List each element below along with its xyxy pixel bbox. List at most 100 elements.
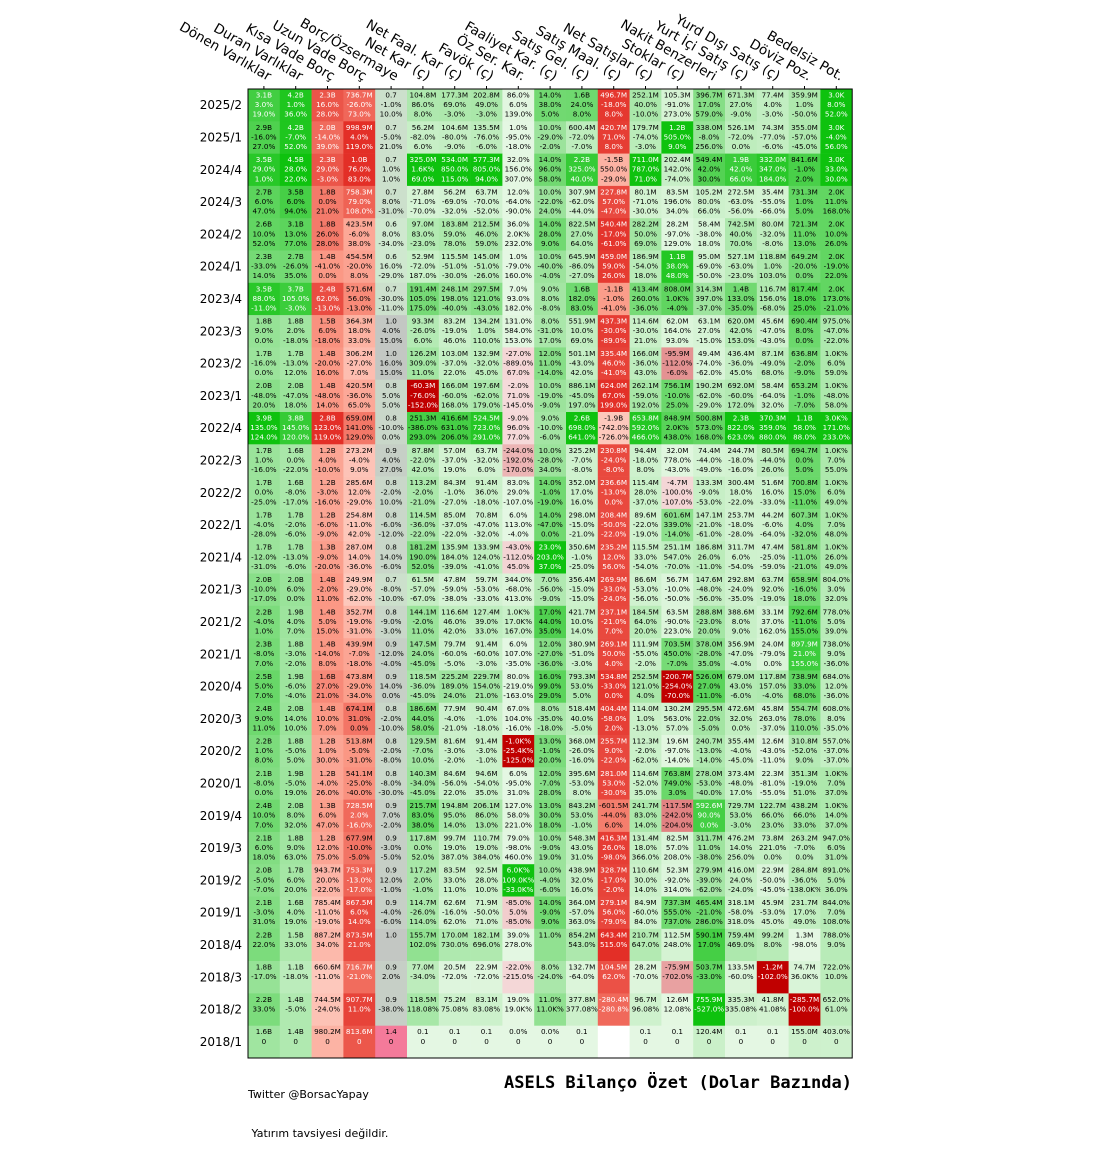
cell-value: -76.0% (410, 391, 436, 400)
cell-value: -2.0% (285, 520, 306, 529)
cell-value: 8.0% (605, 110, 623, 119)
cell-value: 2.9B (256, 123, 272, 132)
cell-value: -9.0% (540, 908, 561, 917)
cell-value: 17.0% (539, 336, 562, 345)
cell-value: 0.9 (385, 866, 397, 875)
heatmap-cell (407, 153, 440, 187)
cell-value: 24.0% (539, 207, 562, 216)
cell-value: 6.0% (255, 843, 273, 852)
cell-value: 173.0% (823, 294, 851, 303)
cell-value: 25.0% (793, 304, 816, 313)
cell-value: 133.3M (696, 478, 723, 487)
cell-value: 52.3M (666, 866, 688, 875)
cell-value: 3.0K (828, 155, 844, 164)
heatmap-cell (756, 444, 789, 477)
cell-value: 12.0% (602, 552, 625, 561)
cell-value: 0.0% (732, 142, 750, 151)
cell-value: 9.0% (541, 917, 559, 926)
cell-value: 110.7M (473, 833, 500, 842)
cell-value: 63.7M (762, 575, 784, 584)
cell-value: 1.4B (319, 640, 335, 649)
heatmap-cell (407, 250, 440, 284)
cell-value: -1.0% (603, 294, 624, 303)
heatmap-cell (788, 282, 821, 316)
cell-value: 0.8 (385, 704, 397, 713)
cell-value: 716.7M (346, 963, 373, 972)
cell-value: 9.0% (255, 326, 273, 335)
cell-value: 24.0% (729, 875, 752, 884)
cell-value: 10.0% (475, 885, 498, 894)
cell-value: 48.0% (666, 271, 689, 280)
cell-value: 57.0% (666, 843, 689, 852)
cell-value: 56.0% (348, 294, 371, 303)
cell-value: -61.0% (601, 239, 627, 248)
cell-value: 18.0% (634, 271, 657, 280)
row-label: 2021/3 (200, 583, 242, 597)
heatmap-cell (661, 185, 694, 219)
heatmap-cell (597, 476, 630, 510)
cell-value: -72.0% (728, 132, 754, 141)
cell-value: 77.9M (444, 704, 466, 713)
heatmap-cell (311, 347, 344, 380)
cell-value: 69.0% (634, 239, 657, 248)
cell-value: -22.0% (410, 530, 436, 539)
cell-value: 167.0% (505, 627, 533, 636)
cell-value: 6.0% (477, 465, 495, 474)
cell-value: -29.0% (696, 400, 722, 409)
cell-value: -44.0% (569, 207, 595, 216)
cell-value: 674.1M (346, 704, 373, 713)
cell-value: 437.3M (600, 317, 627, 326)
cell-value: -9.0% (540, 400, 561, 409)
cell-value: -11.0% (251, 304, 277, 313)
cell-value: 129.0% (664, 239, 692, 248)
cell-value: 58.4M (698, 220, 720, 229)
cell-value: -53.0% (696, 497, 722, 506)
cell-value: 14.0% (634, 820, 657, 829)
cell-value: -36.0% (792, 875, 818, 884)
cell-value: -45.0% (792, 142, 818, 151)
cell-value: 1.0% (287, 100, 305, 109)
cell-value: -527.0% (694, 1005, 724, 1014)
heatmap-cell (311, 315, 344, 348)
cell-value: 947.0% (823, 833, 851, 842)
cell-value: -6.0% (381, 562, 402, 571)
cell-value: 1.6B (319, 672, 335, 681)
cell-value: -21.0% (696, 520, 722, 529)
cell-value: 64.0% (634, 617, 657, 626)
cell-value: -16.0% (506, 723, 532, 732)
cell-value: -59.0% (633, 391, 659, 400)
cell-value: 71.0% (475, 917, 498, 926)
cell-value: 66.0% (698, 207, 721, 216)
cell-value: 380.9M (569, 640, 596, 649)
cell-value: 9.0% (541, 284, 559, 293)
cell-value: 5.0% (382, 400, 400, 409)
cell-value: -117.5M (663, 801, 692, 810)
cell-value: 114.5M (410, 510, 437, 519)
cell-value: -21.0% (347, 972, 373, 981)
cell-value: -22.0% (824, 336, 850, 345)
heatmap-cell (248, 282, 281, 316)
cell-value: -40.0% (442, 304, 468, 313)
cell-value: -8.0% (762, 239, 783, 248)
heatmap-cell (279, 89, 312, 122)
cell-value: 4.0% (318, 455, 336, 464)
cell-value: 1.7B (256, 478, 272, 487)
cell-value: 0.0% (732, 723, 750, 732)
cell-value: 366.0% (632, 853, 660, 862)
cell-value: -386.0% (408, 423, 438, 432)
cell-value: 9.0% (541, 414, 559, 423)
cell-value: 0.9 (385, 833, 397, 842)
cell-value: -4.0% (285, 691, 306, 700)
cell-value: 50.0% (602, 649, 625, 658)
cell-value: 33.1M (762, 607, 784, 616)
cell-value: 83.08% (473, 1005, 501, 1014)
cell-value: 0.1 (576, 1027, 587, 1036)
cell-value: 164.0% (664, 326, 692, 335)
cell-value: 96.0% (539, 165, 562, 174)
cell-value: 1.6B (288, 446, 304, 455)
cell-value: 7.0% (541, 575, 559, 584)
cell-value: 27.0% (380, 465, 403, 474)
cell-value: 4.2B (288, 123, 304, 132)
cell-value: 122.7M (759, 801, 786, 810)
cell-value: 548.3M (569, 833, 596, 842)
